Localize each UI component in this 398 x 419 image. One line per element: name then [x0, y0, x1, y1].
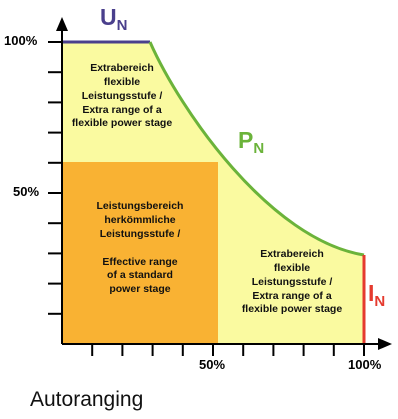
x-axis-ticks	[91, 344, 365, 356]
region-text-line: flexible	[103, 75, 141, 88]
caption: Autoranging	[30, 388, 144, 411]
region-text-line	[62, 242, 218, 256]
region-text-line: flexible	[273, 261, 311, 274]
current-subscript: N	[374, 293, 386, 310]
region-text-line: Leistungsstufe /	[99, 227, 181, 240]
region-text-line: Extra range of a	[82, 103, 162, 116]
y-tick-label-50: 50%	[13, 184, 40, 199]
region-text-line: herkömmliche	[104, 213, 176, 226]
region-text-line: Leistungsstufe /	[81, 89, 163, 102]
standard-range-area	[62, 162, 218, 344]
extra-range-top-text: Extrabereich flexible Leistungsstufe / E…	[56, 62, 188, 131]
region-text-line: Leistungsstufe /	[251, 275, 333, 288]
region-text-line: Extra range of a	[252, 289, 332, 302]
standard-range-text: Leistungsbereich herkömmliche Leistungss…	[62, 200, 218, 297]
x-axis-arrow	[378, 338, 392, 350]
region-text-line: power stage	[109, 283, 171, 296]
region-text-line: of a standard	[107, 269, 173, 282]
power-symbol: P	[238, 127, 254, 153]
x-tick-label-100: 100%	[348, 357, 382, 372]
y-axis-arrow	[56, 17, 68, 31]
region-text-line: flexible power stage	[71, 117, 173, 130]
region-text-line: Effective range	[102, 255, 178, 268]
region-text-line: Leistungsbereich	[96, 200, 184, 212]
extra-range-right-text: Extrabereich flexible Leistungsstufe / E…	[222, 248, 362, 317]
voltage-label: UN	[100, 4, 127, 34]
y-axis-ticks	[48, 41, 62, 315]
region-text-line: Extrabereich	[90, 62, 154, 74]
voltage-subscript: N	[116, 17, 128, 34]
power-label: PN	[238, 127, 264, 157]
x-tick-label-50: 50%	[199, 357, 226, 372]
region-text-line: Extrabereich	[260, 248, 324, 260]
current-label: IN	[368, 280, 385, 310]
power-subscript: N	[253, 140, 265, 157]
y-tick-label-100: 100%	[4, 33, 38, 48]
voltage-symbol: U	[100, 4, 117, 30]
power-limit-curve	[148, 41, 365, 257]
current-symbol: I	[368, 280, 375, 306]
region-text-line: flexible power stage	[241, 303, 343, 316]
